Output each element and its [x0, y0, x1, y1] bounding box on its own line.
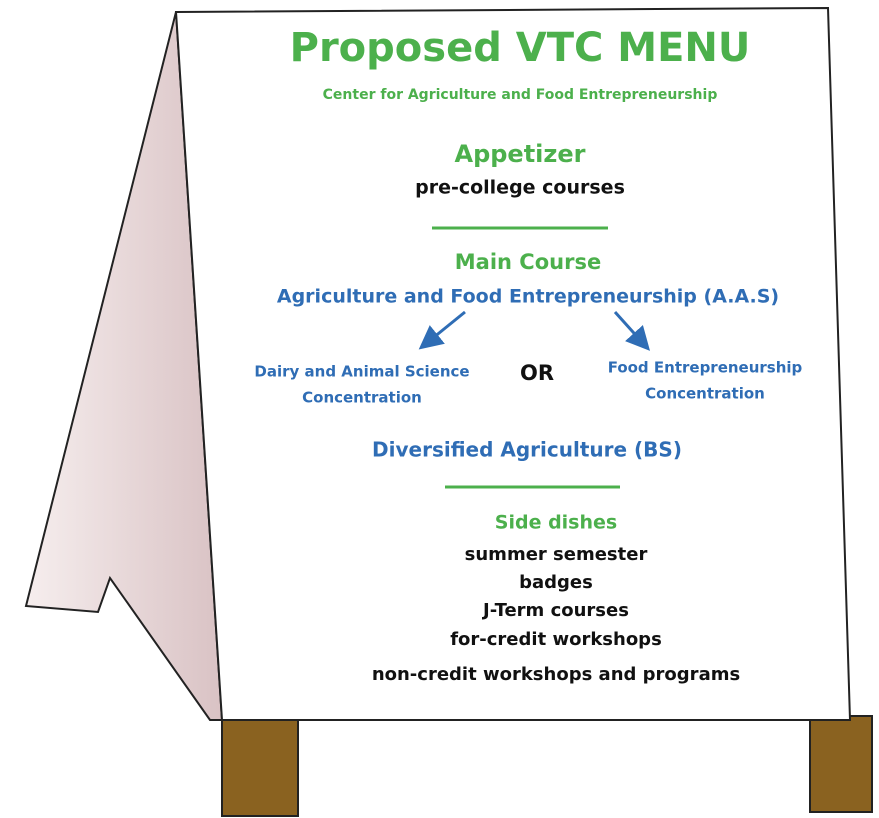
program: Agriculture and Food Entrepreneurship (A… [277, 286, 779, 308]
concentration: Food Entrepreneurship [608, 359, 803, 377]
menu-board: Proposed VTC MENU Center for Agriculture… [0, 0, 879, 818]
leg [222, 716, 298, 816]
title: Proposed VTC MENU [290, 25, 751, 71]
menu-item: badges [519, 572, 593, 593]
section-heading: Appetizer [455, 140, 586, 168]
concentration: Dairy and Animal Science [254, 363, 469, 381]
leg [810, 716, 872, 812]
program: Diversified Agriculture (BS) [372, 438, 682, 462]
subtitle: Center for Agriculture and Food Entrepre… [323, 87, 718, 103]
section-heading: Side dishes [495, 512, 617, 534]
section-heading: Main Course [455, 250, 601, 274]
connector: OR [520, 361, 554, 385]
menu-item: J-Term courses [481, 600, 629, 621]
menu-item: non-credit workshops and programs [372, 664, 740, 685]
concentration: Concentration [302, 389, 422, 407]
menu-item: for-credit workshops [450, 629, 662, 650]
menu-item: pre-college courses [415, 177, 625, 199]
menu-item: summer semester [465, 544, 648, 565]
concentration: Concentration [645, 385, 765, 403]
